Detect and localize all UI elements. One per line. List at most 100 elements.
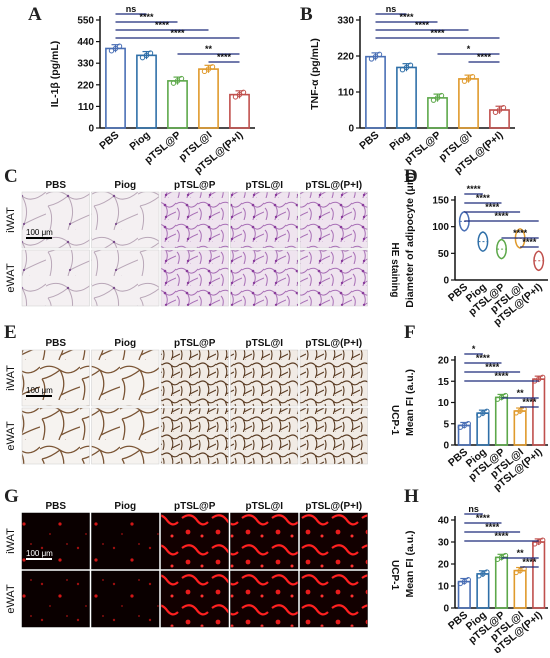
y-tick-label: 50: [438, 249, 450, 260]
significance-label: ****: [430, 28, 445, 38]
data-point: [178, 75, 185, 82]
micrograph-tile: [91, 191, 160, 249]
data-point: [399, 67, 406, 73]
micrograph-tile: [230, 407, 299, 465]
data-point: [484, 569, 490, 575]
category-label: PBS: [357, 129, 381, 152]
micrograph-tile: [230, 570, 299, 628]
data-point: [376, 51, 383, 58]
micrograph-tile: [160, 249, 229, 307]
bar-pTSL@P: [494, 396, 509, 446]
column-header: pTSL@(P+I): [305, 338, 362, 349]
micrograph-tile: [160, 349, 229, 407]
column-header: pTSL@P: [174, 338, 216, 349]
significance-label: ****: [476, 193, 491, 203]
ucp1-if-micrograph-grid: PBS Piog pTSL@P pTSL@I pTSL@(P+I) iWAT eWAT 100…: [5, 501, 368, 628]
row-label: iWAT: [5, 365, 17, 391]
panel-label-a: A: [28, 4, 42, 25]
y-tick-label: 550: [77, 16, 94, 27]
column-header: pTSL@P: [174, 501, 216, 512]
data-point: [108, 48, 115, 54]
y-tick-label: 440: [77, 37, 94, 48]
y-tick-label: 5: [443, 419, 449, 430]
data-point: [236, 91, 243, 98]
micrograph-tile: [91, 512, 160, 570]
data-point: [372, 53, 379, 60]
bar-PBS: [105, 47, 126, 129]
panel-label-g: G: [4, 486, 19, 507]
column-header: pTSL@(P+I): [305, 180, 362, 191]
y-tick-label: 330: [77, 59, 94, 70]
y-tick-label: 0: [443, 604, 449, 615]
data-point: [232, 94, 239, 100]
column-header: pTSL@I: [245, 501, 283, 512]
y-axis-title: TNF-α (pg/mL): [309, 38, 321, 110]
y-tick-label: 20: [438, 560, 450, 571]
micrograph-tile: [91, 407, 160, 465]
micrograph-tile: [230, 512, 299, 570]
bar-pTSL@I: [198, 68, 219, 129]
micrograph-tile: [230, 249, 299, 307]
data-point: [116, 43, 123, 49]
micrograph-tile: [299, 191, 368, 249]
micrograph-tile: [91, 570, 160, 628]
data-point: [430, 97, 437, 103]
category-label: Piog: [127, 129, 152, 153]
significance-label: ****: [399, 12, 414, 22]
y-tick-label: 40: [438, 516, 450, 527]
row-label: eWAT: [5, 584, 17, 614]
row-label: eWAT: [5, 263, 17, 293]
significance-label: ****: [485, 522, 500, 532]
y-tick-label: 110: [78, 102, 95, 113]
micrograph-tile: [21, 512, 90, 570]
significance-label: *: [472, 344, 476, 354]
y-tick-label: 110: [338, 88, 355, 99]
panel-label-h: H: [404, 486, 419, 507]
data-point: [368, 56, 375, 62]
y-tick-label: 0: [88, 124, 94, 135]
micrograph-tile: [160, 191, 229, 249]
significance-label: ****: [467, 184, 482, 194]
y-tick-label: 20: [438, 356, 450, 367]
y-axis-title: Diameter of adipocyte (μm): [404, 172, 416, 307]
significance-label: ****: [522, 557, 537, 567]
column-header: Piog: [114, 338, 136, 349]
significance-label: **: [517, 388, 525, 398]
bar-pTSL@I: [513, 410, 527, 446]
column-header: pTSL@I: [245, 338, 283, 349]
bar-PBS: [365, 55, 386, 129]
significance-label: ****: [522, 237, 537, 247]
data-point: [139, 54, 146, 61]
micrograph-tile: [160, 570, 229, 628]
y-tick-label: 0: [348, 124, 354, 135]
y-axis-title: Mean FI (a.u.): [404, 369, 416, 436]
bar-pTSL@P: [427, 97, 448, 129]
significance-label: ns: [386, 4, 397, 14]
data-point: [465, 420, 471, 427]
bar-pTSL@(P+I): [532, 378, 546, 446]
scale-bar-label: 100 μm: [26, 549, 53, 558]
bar-Piog: [136, 54, 157, 129]
bar-pTSL@P: [494, 556, 509, 609]
data-point: [465, 577, 471, 583]
y-tick-label: 150: [432, 196, 449, 207]
data-point: [240, 89, 247, 96]
he-micrograph-grid: PBS Piog pTSL@P pTSL@I pTSL@(P+I) iWAT eWAT 100…: [5, 180, 368, 307]
significance-label: *: [467, 44, 471, 54]
micrograph-tile: [91, 249, 160, 307]
micrograph-tile: [299, 512, 368, 570]
micrograph-tile: [299, 407, 368, 465]
micrograph-tile: [230, 349, 299, 407]
violin-PBS: [458, 210, 470, 232]
micrograph-tile: [21, 191, 90, 249]
column-header: Piog: [114, 501, 136, 512]
y-tick-label: 10: [438, 398, 450, 409]
data-point: [201, 68, 208, 75]
y-axis-title: IL-1β (pg/mL): [49, 41, 61, 107]
violin-pTSL@I: [514, 228, 526, 249]
micrograph-tile: [299, 349, 368, 407]
